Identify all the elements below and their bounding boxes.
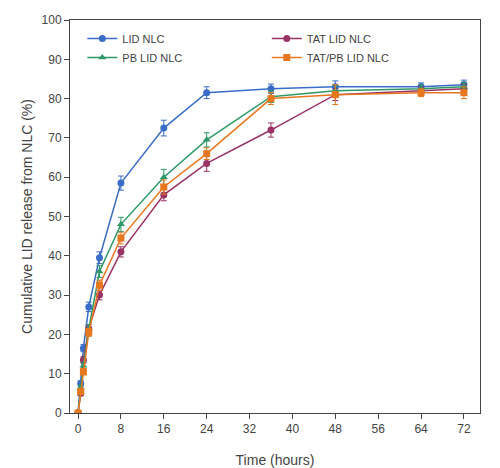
svg-text:Cumulative LID release from NL: Cumulative LID release from NLC (%) xyxy=(19,99,35,334)
svg-text:60: 60 xyxy=(48,170,62,184)
svg-text:TAT/PB LID NLC: TAT/PB LID NLC xyxy=(307,52,389,64)
svg-text:56: 56 xyxy=(371,422,385,436)
svg-text:32: 32 xyxy=(243,422,257,436)
svg-text:16: 16 xyxy=(157,422,171,436)
svg-text:50: 50 xyxy=(48,210,62,224)
svg-text:48: 48 xyxy=(329,422,343,436)
svg-text:Time (hours): Time (hours) xyxy=(236,452,315,468)
svg-text:8: 8 xyxy=(118,422,125,436)
svg-text:LID NLC: LID NLC xyxy=(122,33,164,45)
svg-text:40: 40 xyxy=(286,422,300,436)
svg-text:100: 100 xyxy=(42,13,62,27)
svg-text:20: 20 xyxy=(48,328,62,342)
svg-text:70: 70 xyxy=(48,131,62,145)
svg-text:10: 10 xyxy=(48,367,62,381)
svg-text:0: 0 xyxy=(55,406,62,420)
svg-text:40: 40 xyxy=(48,249,62,263)
svg-text:72: 72 xyxy=(457,422,471,436)
svg-text:TAT LID NLC: TAT LID NLC xyxy=(307,33,371,45)
svg-text:PB LID NLC: PB LID NLC xyxy=(122,52,182,64)
svg-text:30: 30 xyxy=(48,288,62,302)
svg-text:24: 24 xyxy=(200,422,214,436)
svg-text:90: 90 xyxy=(48,53,62,67)
svg-text:0: 0 xyxy=(75,422,82,436)
svg-text:80: 80 xyxy=(48,92,62,106)
svg-text:64: 64 xyxy=(414,422,428,436)
